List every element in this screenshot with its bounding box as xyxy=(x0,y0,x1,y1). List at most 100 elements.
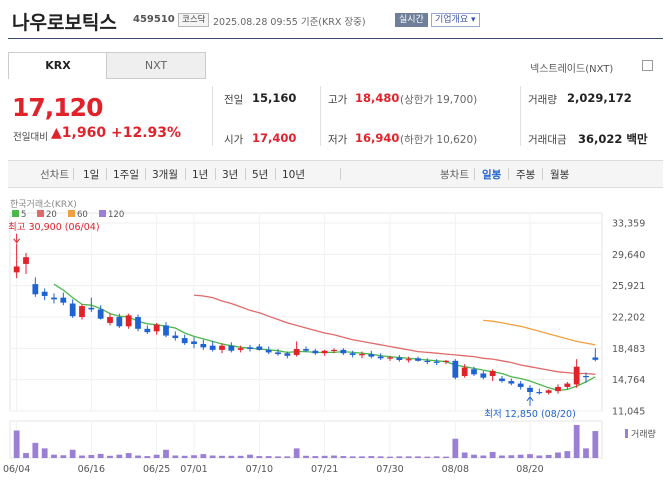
candle-weekly[interactable]: 주봉 xyxy=(516,169,536,181)
chart-grid xyxy=(9,212,603,459)
candle-body xyxy=(135,317,141,329)
divider xyxy=(185,168,186,180)
candle-body xyxy=(116,317,123,327)
company-overview-dropdown[interactable]: 기업개요 ▾ xyxy=(431,13,480,27)
volume-bar xyxy=(135,455,141,458)
realtime-button[interactable]: 실시간 xyxy=(395,13,428,27)
volume-bar xyxy=(331,455,337,458)
candle-body xyxy=(340,349,347,354)
x-tick-label: 07/21 xyxy=(311,464,338,475)
up-triangle-icon: ▲ xyxy=(51,125,62,141)
period-10y[interactable]: 10년 xyxy=(282,169,306,181)
volume-bar xyxy=(293,448,300,458)
candle-body xyxy=(275,352,281,355)
candle-body xyxy=(191,341,197,344)
line-chart-button[interactable]: 선차트 xyxy=(40,169,69,181)
volume-bar xyxy=(23,453,29,458)
period-1d[interactable]: 1일 xyxy=(83,169,100,181)
divider xyxy=(542,168,543,180)
candle-body xyxy=(377,356,384,359)
volume-bar xyxy=(97,453,104,458)
chart-labels: 33,359 29,640 25,921 22,202 18,483 14,764 11,0… xyxy=(3,199,656,475)
divider xyxy=(340,168,341,180)
candle-body xyxy=(13,266,20,273)
open-label: 시가 xyxy=(224,134,244,146)
volume-bar xyxy=(275,456,281,458)
tab-krx[interactable]: KRX xyxy=(8,52,108,79)
candle-body xyxy=(303,349,309,351)
legend-label: 5 xyxy=(21,210,26,220)
candle-body xyxy=(125,315,132,327)
candle-body xyxy=(368,354,375,357)
stock-code: 459510 xyxy=(133,14,175,25)
candle-body xyxy=(527,387,533,393)
low-label: 저가 xyxy=(328,134,348,146)
volume-frame xyxy=(9,420,603,459)
volume-bar xyxy=(349,456,356,458)
period-5y[interactable]: 5년 xyxy=(252,169,269,181)
candle-body xyxy=(97,309,104,319)
volume-bar xyxy=(41,448,48,458)
volume-bar xyxy=(153,454,160,458)
candle-chart-button[interactable]: 봉차트 xyxy=(440,169,469,181)
legend-swatch xyxy=(12,210,19,217)
candle-body xyxy=(88,307,95,310)
market-tag: 코스닥 xyxy=(178,13,210,27)
candle-monthly[interactable]: 월봉 xyxy=(550,169,570,181)
candle-body xyxy=(256,346,263,350)
candle-body xyxy=(144,328,151,333)
divider xyxy=(508,168,509,180)
period-1y[interactable]: 1년 xyxy=(192,169,209,181)
candle-body xyxy=(181,338,188,344)
current-price: 17,120 xyxy=(12,93,103,122)
candle-body xyxy=(60,297,67,303)
candle-body xyxy=(237,348,244,350)
high-value: 18,480 xyxy=(355,91,400,105)
volume-bar xyxy=(471,454,477,458)
divider xyxy=(145,168,146,180)
candle-body xyxy=(107,317,113,323)
candle-body xyxy=(517,383,524,387)
volume-bar xyxy=(228,455,235,458)
candle-body xyxy=(555,386,561,392)
tab-nxt[interactable]: NXT xyxy=(106,52,206,79)
volume-bar xyxy=(247,454,253,458)
candle-body xyxy=(293,349,300,355)
open-value: 17,400 xyxy=(252,131,297,145)
nxt-checkbox[interactable] xyxy=(642,60,653,71)
candle-body xyxy=(508,381,515,384)
candle-body xyxy=(461,367,468,376)
volume-bar xyxy=(144,456,151,458)
candle-daily[interactable]: 일봉 xyxy=(482,169,502,181)
candle-body xyxy=(573,366,580,385)
y-tick-label: 18,483 xyxy=(612,344,645,355)
change-percent: +12.93% xyxy=(111,125,182,141)
period-3y[interactable]: 3년 xyxy=(222,169,239,181)
candle-body xyxy=(247,347,253,350)
candle-body xyxy=(284,353,291,356)
candle-body xyxy=(359,354,365,356)
period-3m[interactable]: 3개월 xyxy=(152,169,179,181)
volume-bar xyxy=(415,456,421,458)
volume-bar xyxy=(303,455,309,458)
candle-body xyxy=(163,325,169,336)
candle-body xyxy=(349,353,356,355)
y-tick-label: 14,764 xyxy=(612,375,645,386)
period-1w[interactable]: 1주일 xyxy=(113,169,140,181)
volume-bar xyxy=(387,456,393,458)
volume-bar xyxy=(69,449,76,458)
volume-bar xyxy=(508,455,515,458)
volume-bar xyxy=(60,455,67,458)
volume-bar xyxy=(443,456,449,458)
candle-body xyxy=(41,291,48,296)
legend-swatch xyxy=(37,210,44,217)
divider xyxy=(212,86,213,146)
volume-bar xyxy=(536,455,543,458)
y-tick-label: 33,359 xyxy=(612,219,645,230)
chart-source: 한국거래소(KRX) xyxy=(10,199,77,210)
candle-body xyxy=(452,360,459,378)
legend-swatch xyxy=(99,210,106,217)
candles xyxy=(13,243,599,396)
volume-bar xyxy=(368,456,375,458)
candle-body xyxy=(32,284,39,295)
